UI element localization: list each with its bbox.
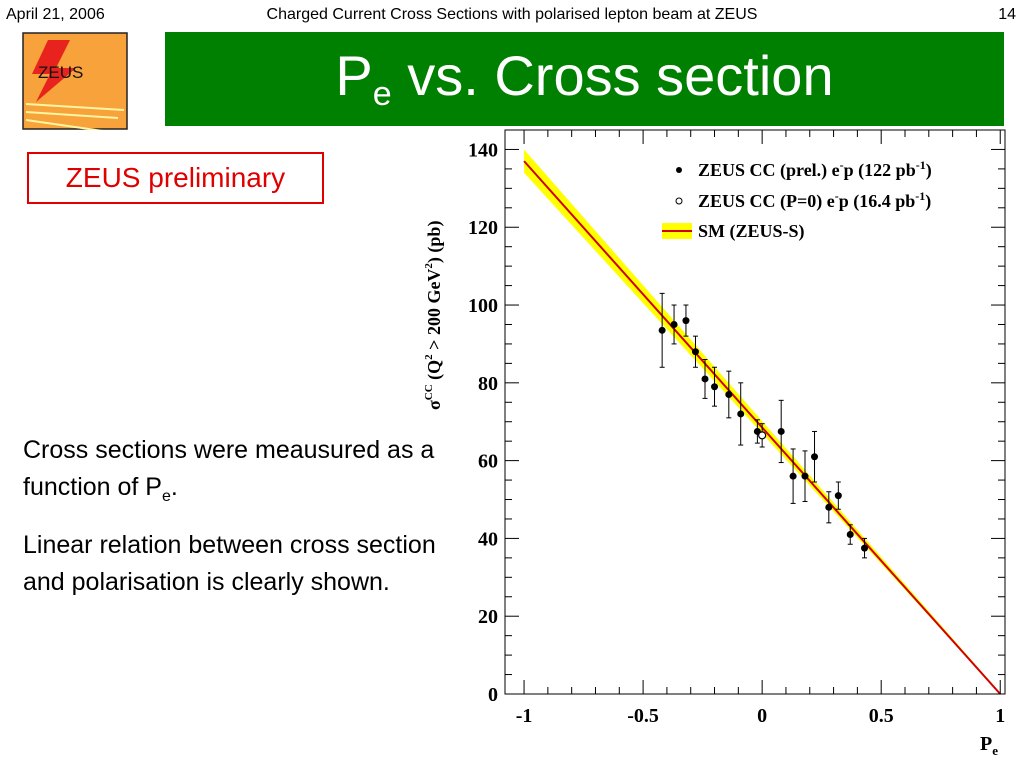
data-marker xyxy=(682,317,690,325)
x-tick-label: -0.5 xyxy=(627,705,659,727)
header-date: April 21, 2006 xyxy=(6,6,105,23)
y-tick-label: 120 xyxy=(468,217,498,239)
legend-label: ZEUS CC (prel.) e-p (122 pb-1) xyxy=(698,158,932,181)
data-point xyxy=(861,537,869,559)
y-tick-label: 140 xyxy=(468,139,498,161)
slide-title-sub: e xyxy=(372,74,392,113)
data-marker xyxy=(846,531,854,539)
data-point xyxy=(825,491,833,524)
data-marker xyxy=(834,492,842,500)
data-point xyxy=(711,366,719,407)
data-marker xyxy=(725,390,733,398)
sm-uncertainty-band xyxy=(524,149,1001,695)
data-point xyxy=(777,399,785,464)
y-tick-label: 80 xyxy=(478,373,498,395)
preliminary-label: ZEUS preliminary xyxy=(27,152,324,204)
data-marker xyxy=(811,453,819,461)
slide-title-rest: vs. Cross section xyxy=(391,43,834,107)
x-tick-label: 0 xyxy=(757,705,767,727)
data-marker-open xyxy=(758,431,767,440)
legend-label: ZEUS CC (P=0) e-p (16.4 pb-1) xyxy=(698,189,931,212)
page-number: 14 xyxy=(998,6,1016,23)
data-point xyxy=(737,382,745,446)
data-marker xyxy=(658,326,666,334)
plot-frame xyxy=(504,129,1006,695)
data-point xyxy=(658,292,666,368)
data-point xyxy=(670,304,678,345)
x-tick-label: -1 xyxy=(516,705,533,727)
y-axis-label: σCC (Q2 > 200 GeV2) (pb) xyxy=(423,221,445,410)
data-point-p0 xyxy=(758,423,767,448)
slide-title: Pe vs. Cross section xyxy=(335,47,833,113)
data-point xyxy=(682,304,690,337)
y-tick-label: 20 xyxy=(478,606,498,628)
data-marker xyxy=(777,427,785,435)
para1-text: Cross sections were meausured as a funct… xyxy=(23,436,435,501)
data-point xyxy=(801,450,809,502)
legend-item: SM (ZEUS-S) xyxy=(662,221,805,242)
data-marker xyxy=(701,375,709,383)
y-tick-label: 0 xyxy=(488,684,498,706)
data-point xyxy=(691,335,699,368)
data-point xyxy=(701,358,709,399)
x-tick-label: 1 xyxy=(995,705,1005,727)
x-tick-label: 0.5 xyxy=(869,705,894,727)
y-tick-label: 40 xyxy=(478,528,498,550)
slide-title-p: P xyxy=(335,43,373,107)
data-point xyxy=(834,481,842,510)
data-marker xyxy=(737,410,745,418)
data-marker xyxy=(801,472,809,480)
legend-label: SM (ZEUS-S) xyxy=(698,221,805,242)
data-marker xyxy=(861,544,869,552)
para1-sub: e xyxy=(161,488,171,505)
data-marker xyxy=(691,348,699,356)
body-paragraph-2: Linear relation between cross section an… xyxy=(23,531,436,596)
y-tick-label: 100 xyxy=(468,295,498,317)
data-point xyxy=(725,370,733,419)
x-axis-label: Pe xyxy=(980,733,998,758)
legend-marker-filled xyxy=(676,167,682,173)
body-paragraph-1: Cross sections were meausured as a funct… xyxy=(23,432,463,506)
legend-item: ZEUS CC (P=0) e-p (16.4 pb-1) xyxy=(675,189,931,212)
data-point xyxy=(846,524,854,545)
data-point xyxy=(811,430,819,483)
data-marker xyxy=(789,472,797,480)
data-marker xyxy=(670,320,678,328)
title-banner: Pe vs. Cross section xyxy=(165,32,1004,126)
data-marker xyxy=(711,383,719,391)
data-marker xyxy=(825,503,833,511)
y-tick-label: 60 xyxy=(478,451,498,473)
para1-end: . xyxy=(170,473,178,501)
logo-text: ZEUS xyxy=(38,63,83,82)
legend-marker-open xyxy=(675,197,683,205)
legend-item: ZEUS CC (prel.) e-p (122 pb-1) xyxy=(676,158,932,181)
data-point xyxy=(789,448,797,504)
header-title: Charged Current Cross Sections with pola… xyxy=(266,6,758,23)
zeus-logo: ZEUS xyxy=(22,32,128,130)
